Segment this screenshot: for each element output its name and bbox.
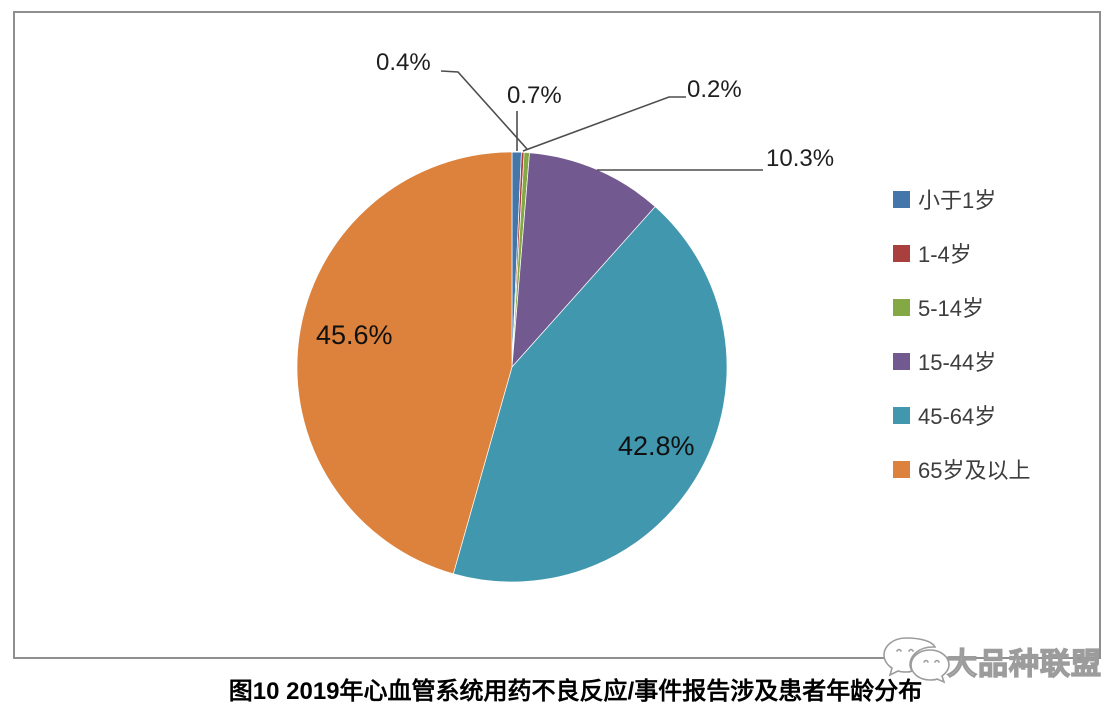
legend-swatch-5-14 [893,298,910,316]
legend-swatch-65-plus [893,460,910,478]
legend-label-1-4: 1-4岁 [918,242,972,267]
data-label-65-plus: 45.6% [316,320,393,350]
legend-label-45-64: 45-64岁 [918,404,997,429]
legend-swatch-1-4 [893,244,910,262]
legend: 小于1岁 1-4岁 5-14岁 15-44岁 45-64岁 65岁及以上 [893,188,1030,512]
leader-lines [440,70,763,171]
legend-label-under-1: 小于1岁 [918,188,997,213]
data-label-5-14: 0.4% [376,49,431,76]
pie-slices [296,151,728,583]
pie-slice-45-64岁 [452,206,728,583]
legend-swatch-45-64 [893,406,910,424]
legend-label-15-44: 15-44岁 [918,350,997,375]
legend-item-under-1: 小于1岁 [893,188,1030,213]
legend-swatch-15-44 [893,352,910,370]
data-label-45-64: 42.8% [618,431,695,461]
legend-label-5-14: 5-14岁 [918,296,985,321]
watermark-text: 大品种联盟 [946,647,1102,681]
chat-bubbles-icon [879,633,953,700]
legend-item-5-14: 5-14岁 [893,296,1030,321]
legend-item-65-plus: 65岁及以上 [893,458,1030,483]
leader-line-1-4 [522,96,686,152]
chart-caption: 图10 2019年心血管系统用药不良反应/事件报告涉及患者年龄分布 [228,678,923,705]
data-label-15-44: 10.3% [766,145,835,172]
legend-swatch-under-1 [893,190,910,208]
data-label-1-4: 0.2% [687,76,742,103]
leader-line-5-14 [440,70,528,150]
data-label-under-1: 0.7% [507,82,562,109]
pie-slice-15-44岁 [511,152,656,369]
legend-label-65-plus: 65岁及以上 [918,458,1031,483]
legend-item-1-4: 1-4岁 [893,242,1030,267]
pie-slice-65岁及以上 [296,151,513,575]
legend-item-45-64: 45-64岁 [893,404,1030,429]
legend-item-15-44: 15-44岁 [893,350,1030,375]
